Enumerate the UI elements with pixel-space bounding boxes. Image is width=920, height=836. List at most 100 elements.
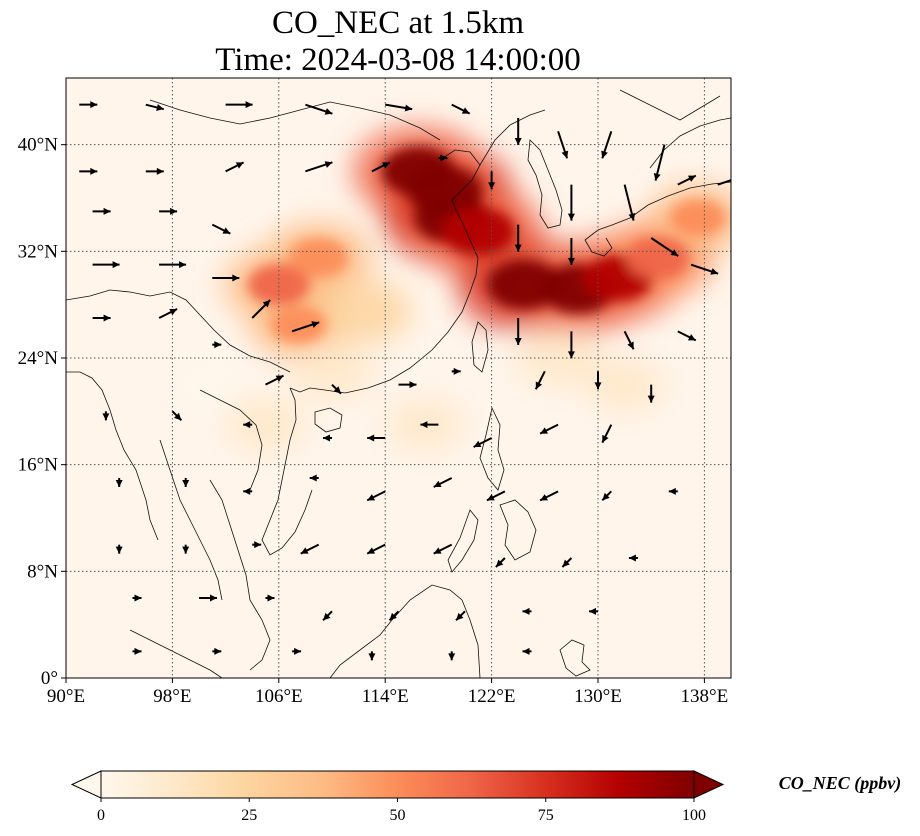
wind-arrow	[322, 610, 333, 622]
wind-arrow	[677, 330, 697, 342]
wind-arrow	[567, 184, 575, 221]
wind-arrow	[589, 607, 598, 615]
wind-arrow	[420, 421, 439, 429]
lat-tick-label: 0°	[41, 668, 58, 689]
wind-arrow	[488, 171, 496, 190]
wind-arrow	[433, 543, 453, 555]
wind-arrow	[251, 299, 271, 319]
wind-arrow	[366, 543, 386, 555]
wind-arrow	[601, 424, 613, 444]
lat-tick-label: 32°N	[18, 241, 59, 262]
wind-arrow	[433, 477, 453, 488]
colorbar-gradient	[101, 771, 694, 798]
wind-arrow	[366, 490, 386, 502]
wind-arrow	[243, 487, 253, 495]
plot-title-line-2: Time: 2024-03-08 14:00:00	[215, 42, 580, 78]
wind-arrow	[159, 207, 178, 215]
lat-tick-label: 40°N	[18, 135, 59, 156]
wind-arrow	[243, 421, 253, 429]
wind-arrow	[486, 490, 506, 502]
colorbar-tick-label: 25	[241, 807, 257, 824]
lon-tick-label: 130°E	[574, 686, 622, 707]
co-plume-halo	[225, 397, 306, 453]
wind-arrow	[300, 543, 320, 555]
wind-arrow	[601, 490, 613, 502]
wind-arrow	[690, 263, 719, 275]
wind-arrow	[438, 154, 448, 162]
wind-arrow	[132, 594, 142, 602]
wind-arrow	[79, 167, 98, 175]
lon-tick-label: 98°E	[153, 686, 191, 707]
colorbar-label: CO_NEC (ppbv)	[779, 773, 902, 794]
wind-arrow	[115, 478, 123, 487]
wind-arrow	[115, 544, 123, 554]
wind-arrow	[677, 174, 697, 186]
lon-tick-label: 114°E	[362, 686, 409, 707]
wind-arrow	[514, 224, 522, 252]
wind-arrow	[309, 474, 319, 482]
wind-arrow	[212, 341, 222, 349]
wind-arrow	[158, 308, 178, 319]
wind-arrow	[601, 131, 613, 159]
wind-arrow	[252, 541, 262, 549]
co-plume-core	[289, 238, 349, 278]
co-plume-core	[441, 207, 515, 256]
wind-arrow	[668, 487, 678, 495]
longitude-axis: 90°E 98°E 106°E 114°E 122°E 130°E 138°E	[47, 678, 728, 707]
wind-arrow	[368, 651, 376, 661]
wind-arrow	[212, 274, 240, 282]
wind-arrow	[171, 410, 183, 422]
lat-tick-label: 8°N	[27, 561, 58, 582]
wind-arrow	[451, 103, 471, 115]
wind-arrow	[385, 103, 413, 112]
wind-arrow	[717, 179, 731, 186]
co-plume-halo	[584, 357, 665, 413]
wind-arrow	[292, 647, 302, 655]
co-concentration-core	[247, 146, 726, 344]
wind-arrow	[539, 490, 559, 502]
wind-arrow	[557, 131, 569, 159]
wind-arrow	[398, 381, 417, 389]
lon-tick-label: 122°E	[468, 686, 516, 707]
wind-arrow	[388, 610, 400, 622]
wind-arrow	[225, 101, 253, 109]
wind-arrow	[305, 161, 333, 173]
wind-arrow	[539, 423, 559, 435]
lon-tick-label: 138°E	[681, 686, 729, 707]
wind-arrow	[623, 184, 636, 221]
wind-arrow	[212, 647, 222, 655]
lon-tick-label: 106°E	[255, 686, 303, 707]
colorbar-extend-min	[70, 770, 102, 799]
lat-tick-label: 24°N	[18, 348, 59, 369]
wind-arrow	[182, 544, 190, 554]
wind-arrow	[102, 411, 110, 421]
wind-arrow	[567, 331, 575, 359]
wind-arrow	[514, 318, 522, 345]
wind-arrow	[647, 384, 655, 403]
wind-arrow	[628, 554, 638, 562]
lat-tick-label: 16°N	[18, 455, 59, 476]
latitude-axis: 0° 8°N 16°N 24°N 32°N 40°N	[18, 135, 66, 689]
wind-arrow	[522, 607, 532, 615]
wind-arrow	[92, 261, 120, 269]
wind-arrow	[79, 101, 98, 109]
wind-arrow	[225, 161, 245, 173]
colorbar-tick-label: 100	[682, 807, 706, 824]
wind-arrow	[371, 161, 391, 173]
wind-arrow	[514, 118, 522, 145]
map-frame	[65, 77, 732, 679]
plot-title-line-1: CO_NEC at 1.5km	[272, 5, 524, 41]
coastlines	[66, 89, 731, 678]
colorbar-tick-label: 0	[97, 807, 105, 824]
wind-arrow	[92, 314, 111, 322]
wind-arrow	[159, 261, 187, 269]
wind-arrow	[265, 374, 284, 386]
co-plume-core	[669, 199, 726, 237]
map-area[interactable]	[66, 78, 747, 678]
co-plume-halo	[289, 342, 375, 401]
wind-arrow	[331, 383, 342, 395]
wind-arrow	[145, 103, 165, 111]
co-plume-halo	[318, 279, 412, 344]
co-plume-core	[247, 264, 310, 306]
